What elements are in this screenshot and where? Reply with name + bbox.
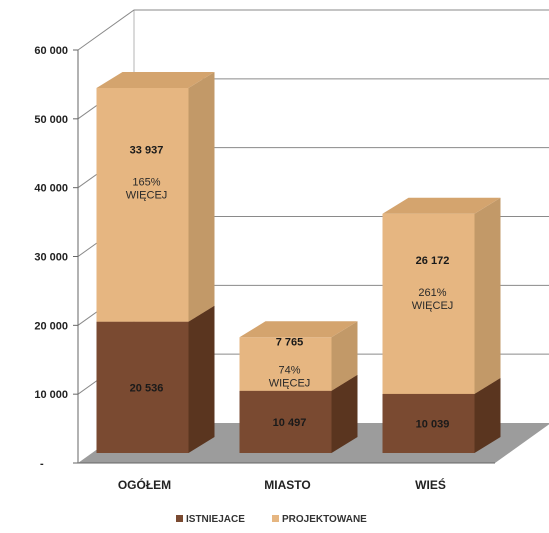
bar-side-face	[474, 197, 501, 394]
bar-front-face	[96, 321, 189, 453]
bar-side-face	[331, 321, 358, 391]
value-label-projektowane: 7 765	[276, 336, 304, 348]
y-axis: - 10 000 20 000 30 000 40 000 50 000 60 000	[34, 45, 79, 470]
category-label: WIEŚ	[415, 477, 446, 492]
gridline	[77, 9, 549, 51]
y-tick-label: -	[40, 458, 44, 470]
percent-annotation-text: WIĘCEJ	[126, 189, 168, 201]
bar-top-face	[239, 321, 358, 338]
value-label-istniejace: 10 497	[273, 417, 307, 429]
category-label: OGÓŁEM	[118, 477, 171, 492]
value-label-projektowane: 26 172	[416, 255, 450, 267]
y-tick-label: 40 000	[34, 183, 68, 195]
legend-label: PROJEKTOWANE	[282, 514, 367, 525]
bar-side-face	[331, 374, 358, 453]
value-label-istniejace: 10 039	[416, 418, 450, 430]
bar-front-face	[239, 390, 332, 453]
bar-front-face	[382, 393, 475, 453]
y-tick-label: 10 000	[34, 389, 68, 401]
y-tick-label: 50 000	[34, 114, 68, 126]
percent-annotation-text: WIĘCEJ	[269, 377, 311, 389]
bar-segment	[96, 305, 215, 453]
value-label-projektowane: 33 937	[130, 144, 164, 156]
y-tick-label: 30 000	[34, 252, 68, 264]
category-label: MIASTO	[264, 478, 310, 492]
percent-annotation: 74%	[278, 364, 300, 376]
percent-annotation: 261%	[418, 287, 446, 299]
legend: ISTNIEJACE PROJEKTOWANE	[176, 514, 367, 525]
x-axis: OGÓŁEM MIASTO WIEŚ	[78, 462, 495, 492]
y-tick-label: 60 000	[34, 45, 68, 57]
percent-annotation-text: WIĘCEJ	[412, 300, 454, 312]
legend-swatch	[176, 515, 183, 522]
value-label-istniejace: 20 536	[130, 382, 164, 394]
bar-segment	[382, 197, 501, 394]
bar-side-face	[188, 305, 215, 453]
bar-segment	[96, 72, 215, 322]
bar-segment	[239, 321, 358, 391]
bar-top-face	[96, 72, 215, 89]
bar-top-face	[382, 197, 501, 214]
legend-label: ISTNIEJACE	[186, 514, 245, 525]
y-tick-label: 20 000	[34, 320, 68, 332]
percent-annotation: 165%	[132, 176, 160, 188]
legend-swatch	[272, 515, 279, 522]
bar-front-face	[382, 213, 475, 394]
bar-side-face	[188, 72, 215, 322]
bar-front-face	[239, 337, 332, 391]
bar-side-face	[474, 377, 501, 453]
bar-front-face	[96, 88, 189, 322]
